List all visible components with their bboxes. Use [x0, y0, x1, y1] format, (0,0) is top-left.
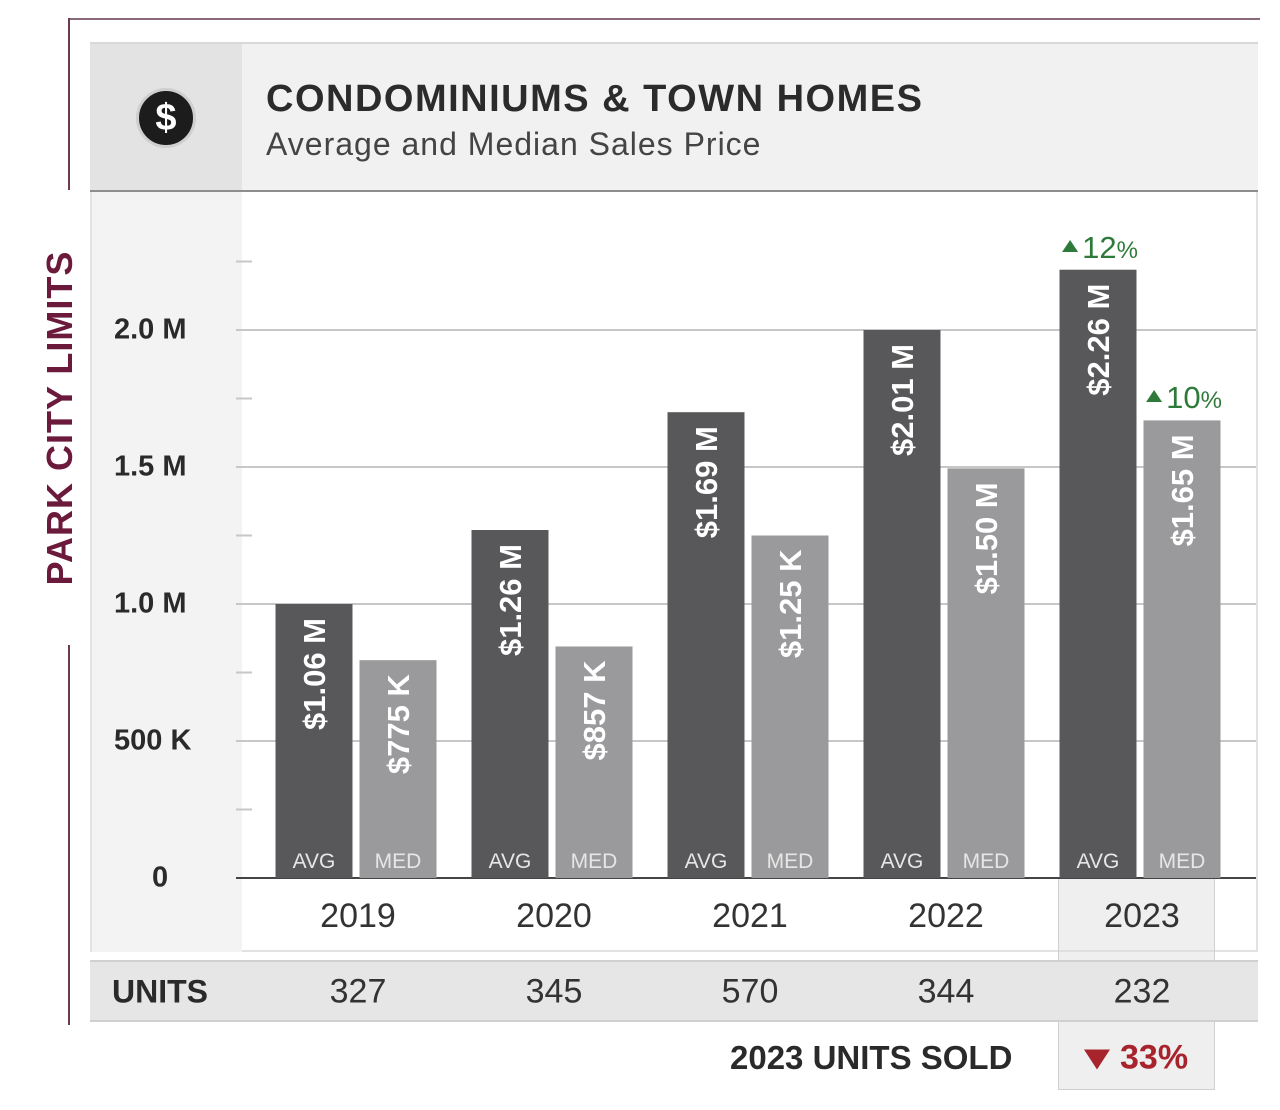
- bar-value-label: $775 K: [381, 674, 416, 775]
- bar-avg-2020: [471, 530, 549, 878]
- chart-header: $ CONDOMINIUMS & TOWN HOMES Average and …: [90, 42, 1258, 192]
- y-tick-label: 0: [152, 861, 169, 894]
- bar-value-label: $1.50 M: [969, 482, 1004, 594]
- bar-avg-2022: [863, 330, 941, 878]
- x-category-label: 2021: [712, 897, 788, 935]
- bar-tag-label: AVG: [489, 850, 532, 873]
- change-value: 10: [1166, 380, 1201, 416]
- y-tick-label: 1.5 M: [114, 450, 187, 483]
- change-unit: %: [1116, 236, 1138, 264]
- x-category-label: 2019: [320, 897, 396, 935]
- bar-tag-label: AVG: [1077, 850, 1120, 873]
- bar-tag-label: MED: [375, 850, 422, 873]
- bar-value-label: $1.65 M: [1165, 434, 1200, 546]
- y-tick-label: 500 K: [114, 724, 192, 757]
- units-value: 570: [721, 972, 779, 1011]
- units-sold-change: 33%: [1084, 1039, 1188, 1078]
- bar-tag-label: MED: [963, 850, 1010, 873]
- chart-subtitle: Average and Median Sales Price: [266, 126, 762, 162]
- bar-tag-label: AVG: [685, 850, 728, 873]
- x-category-label: 2020: [516, 897, 592, 935]
- bar-med-2021: [751, 535, 829, 878]
- bar-value-label: $857 K: [577, 660, 612, 761]
- frame-left-rule: [68, 18, 70, 190]
- x-category-label: 2023: [1104, 897, 1180, 935]
- units-value: 345: [525, 972, 583, 1011]
- units-value: 327: [329, 972, 387, 1011]
- bar-value-label: $1.25 K: [773, 549, 808, 658]
- bar-avg-2023: [1059, 269, 1137, 879]
- bar-value-label: $1.26 M: [493, 544, 528, 656]
- bar-avg-2019: [275, 604, 353, 878]
- bar-tag-label: MED: [571, 850, 618, 873]
- x-category-label: 2022: [908, 897, 984, 935]
- y-axis-strip: [92, 192, 242, 952]
- bar-tag-label: MED: [767, 850, 814, 873]
- bar-tag-label: AVG: [293, 850, 336, 873]
- bar-value-label: $2.01 M: [885, 344, 920, 456]
- y-tick-label: 2.0 M: [114, 313, 187, 346]
- change-value: 12: [1082, 229, 1117, 265]
- units-sold-change-value: 33%: [1120, 1038, 1189, 1077]
- frame-left-rule-lower: [68, 645, 70, 1025]
- bar-value-label: $1.69 M: [689, 426, 724, 538]
- bar-med-2022: [947, 468, 1025, 878]
- bar-tag-label: AVG: [881, 850, 924, 873]
- change-annotation: 10%: [1146, 380, 1222, 416]
- chart-title: CONDOMINIUMS & TOWN HOMES: [266, 78, 924, 120]
- change-unit: %: [1200, 387, 1222, 415]
- up-triangle-icon: [1062, 239, 1079, 252]
- down-triangle-icon: [1084, 1049, 1110, 1070]
- up-triangle-icon: [1146, 390, 1163, 403]
- units-value: 232: [1113, 972, 1171, 1011]
- change-annotation: 12%: [1062, 230, 1138, 266]
- bar-value-label: $1.06 M: [297, 618, 332, 730]
- dollar-circle-icon: $: [136, 88, 196, 148]
- bar-value-label: $2.26 M: [1081, 284, 1116, 396]
- bar-med-2020: [555, 646, 633, 878]
- units-value: 344: [917, 972, 975, 1011]
- bar-avg-2021: [667, 412, 745, 878]
- bar-med-2023: [1143, 420, 1221, 878]
- units-row: [90, 960, 1258, 1022]
- icon-column: $: [90, 44, 242, 190]
- bar-tag-label: MED: [1159, 850, 1206, 873]
- y-tick-label: 1.0 M: [114, 587, 187, 620]
- units-title: UNITS: [112, 973, 208, 1010]
- bar-med-2019: [359, 660, 437, 878]
- units-sold-label: 2023 UNITS SOLD: [730, 1039, 1013, 1076]
- frame-top-rule: [68, 18, 1260, 20]
